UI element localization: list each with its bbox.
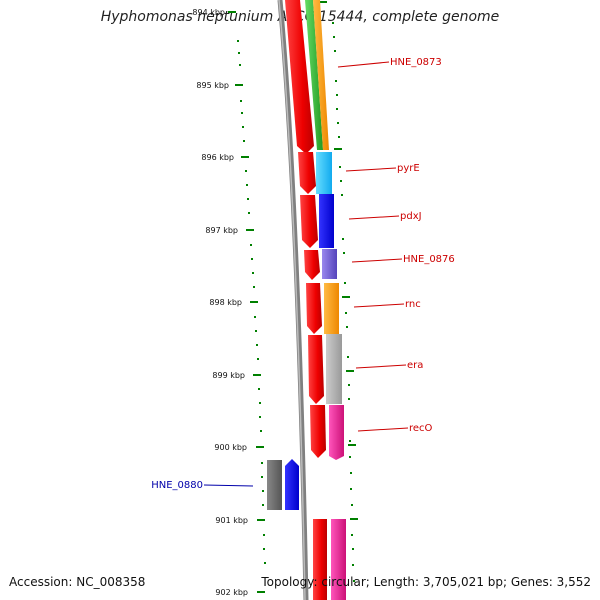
ruler-tick [257, 519, 265, 521]
ruler-labels: 894 kbp 895 kbp 896 kbp 897 kbp 898 kbp … [192, 8, 248, 597]
cog-track[interactable] [305, 0, 346, 600]
ruler-label-902: 902 kbp [215, 588, 248, 597]
cog-feature-magenta [329, 405, 344, 460]
ruler-label-899: 899 kbp [212, 371, 245, 380]
gene-label-pyre: pyrE [397, 163, 420, 174]
ruler-label-894: 894 kbp [192, 8, 225, 17]
gene-label-hne-0873: HNE_0873 [390, 57, 442, 68]
cog-feature-slate [322, 249, 337, 279]
right-dash-track [320, 1, 358, 520]
scale-track [237, 40, 266, 564]
gene-label-reco: recO [409, 423, 433, 434]
ruler-tick [256, 446, 264, 448]
ruler-label-898: 898 kbp [209, 298, 242, 307]
forward-cds-track[interactable] [285, 0, 327, 600]
ruler-tick [228, 11, 236, 13]
ruler-tick [250, 301, 258, 303]
ruler-tick [246, 229, 254, 231]
genome-backbone-highlight [278, 0, 306, 600]
cds-feature [304, 250, 320, 280]
ruler-label-900: 900 kbp [214, 443, 247, 452]
cog-feature-magenta [331, 519, 346, 600]
ruler-label-897: 897 kbp [205, 226, 238, 235]
cds-feature [308, 335, 324, 404]
gene-label-rnc: rnc [405, 299, 421, 310]
gene-label-hne-0880: HNE_0880 [151, 480, 203, 491]
cog-feature-gray [326, 334, 342, 404]
cog-feature-orange [324, 283, 339, 334]
ruler-tick [253, 374, 261, 376]
cds-feature [285, 0, 314, 154]
gene-labels[interactable]: HNE_0873 pyrE pdxJ HNE_0876 rnc era recO… [151, 57, 455, 491]
ruler-label-901: 901 kbp [215, 516, 248, 525]
gene-label-pdxj: pdxJ [400, 211, 422, 222]
cds-feature [306, 283, 322, 334]
cog-feature-dark-gray [267, 460, 282, 510]
cds-feature [298, 152, 316, 194]
label-leaders [203, 61, 409, 487]
right-dot-track [332, 22, 355, 582]
cog-feature-orange [313, 0, 329, 150]
ruler-tick [235, 84, 243, 86]
cds-feature [310, 405, 326, 458]
cds-feature-blue [285, 459, 299, 510]
ruler-tick [241, 156, 249, 158]
cds-feature [313, 519, 327, 600]
ruler-tick [257, 591, 265, 593]
ruler-ticks [228, 11, 265, 593]
cds-feature [300, 195, 318, 248]
genome-backbone [277, 0, 309, 600]
ruler-label-895: 895 kbp [196, 81, 229, 90]
ruler-label-896: 896 kbp [201, 153, 234, 162]
footer-accession: Accession: NC_008358 [9, 575, 146, 589]
footer-topology: Topology: circular; Length: 3,705,021 bp… [261, 575, 591, 589]
cog-feature-green [305, 0, 323, 150]
cog-feature-cyan [316, 152, 332, 194]
reverse-cds-track[interactable] [267, 459, 299, 510]
gene-label-era: era [407, 360, 423, 371]
cog-feature-blue [319, 194, 334, 248]
gene-label-hne-0876: HNE_0876 [403, 254, 455, 265]
